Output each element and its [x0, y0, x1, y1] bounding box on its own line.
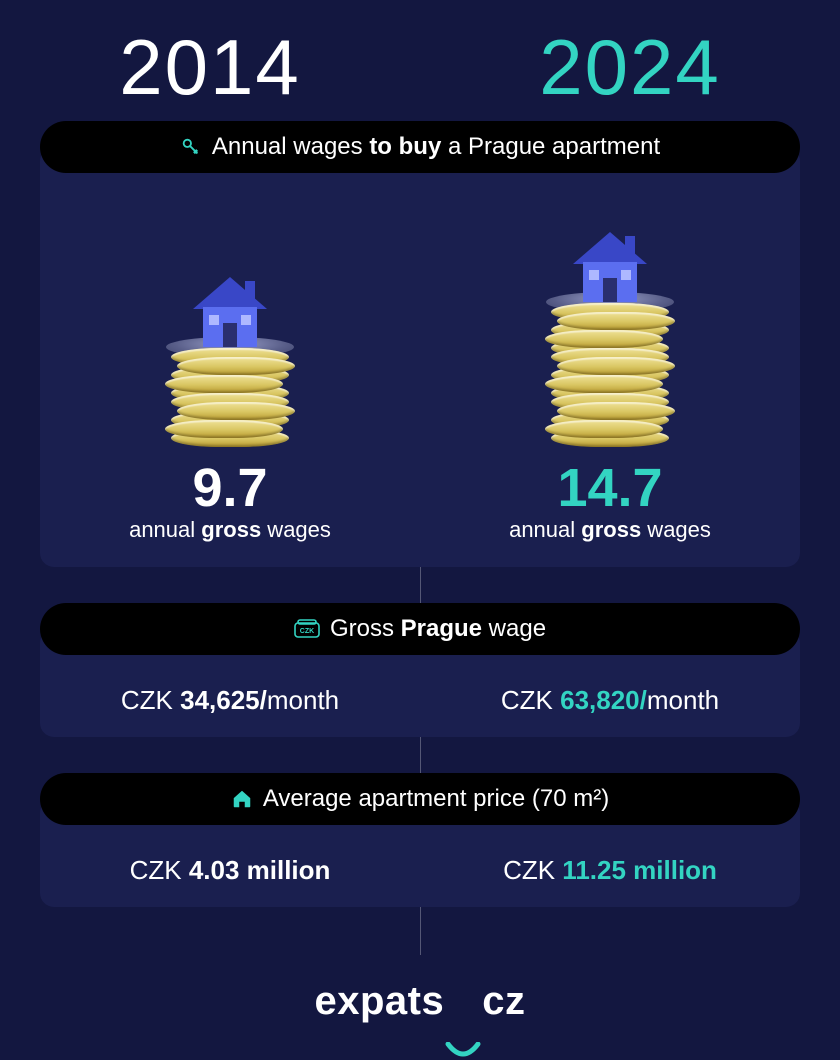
pill-apartment-price: Average apartment price (70 m²) [40, 773, 800, 825]
wages-right: 14.7 annual gross wages [420, 246, 800, 543]
wage-right: CZK 63,820/month [420, 685, 800, 716]
panel-annual-wages: 9.7 annual gross wages 14.7 annual gross… [40, 147, 800, 567]
wages-sub-left: annual gross wages [40, 517, 420, 543]
wage-left: CZK 34,625/month [40, 685, 420, 716]
pill-price-text: Average apartment price (70 m²) [263, 785, 609, 813]
wages-value-right: 14.7 [420, 461, 800, 515]
wages-value-left: 9.7 [40, 461, 420, 515]
year-right: 2024 [420, 22, 840, 113]
brand-logo: expats cz [0, 979, 840, 1024]
key-icon [180, 136, 202, 158]
price-left: CZK 4.03 million [40, 855, 420, 886]
pill-gross-wage: CZK Gross Prague wage [40, 603, 800, 655]
coin-stack-2014 [166, 291, 294, 447]
pill-wage-text: Gross Prague wage [330, 615, 546, 643]
svg-text:CZK: CZK [300, 628, 314, 635]
price-right: CZK 11.25 million [420, 855, 800, 886]
wages-sub-right: annual gross wages [420, 517, 800, 543]
pill-annual-wages: Annual wages to buy a Prague apartment [40, 121, 800, 173]
wages-left: 9.7 annual gross wages [40, 291, 420, 543]
year-header: 2014 2024 [0, 0, 840, 113]
pill-wages-text: Annual wages to buy a Prague apartment [212, 133, 660, 161]
coin-stack-2024 [546, 246, 674, 447]
money-icon: CZK [294, 619, 320, 639]
year-left: 2014 [0, 22, 420, 113]
house-icon [231, 788, 253, 810]
